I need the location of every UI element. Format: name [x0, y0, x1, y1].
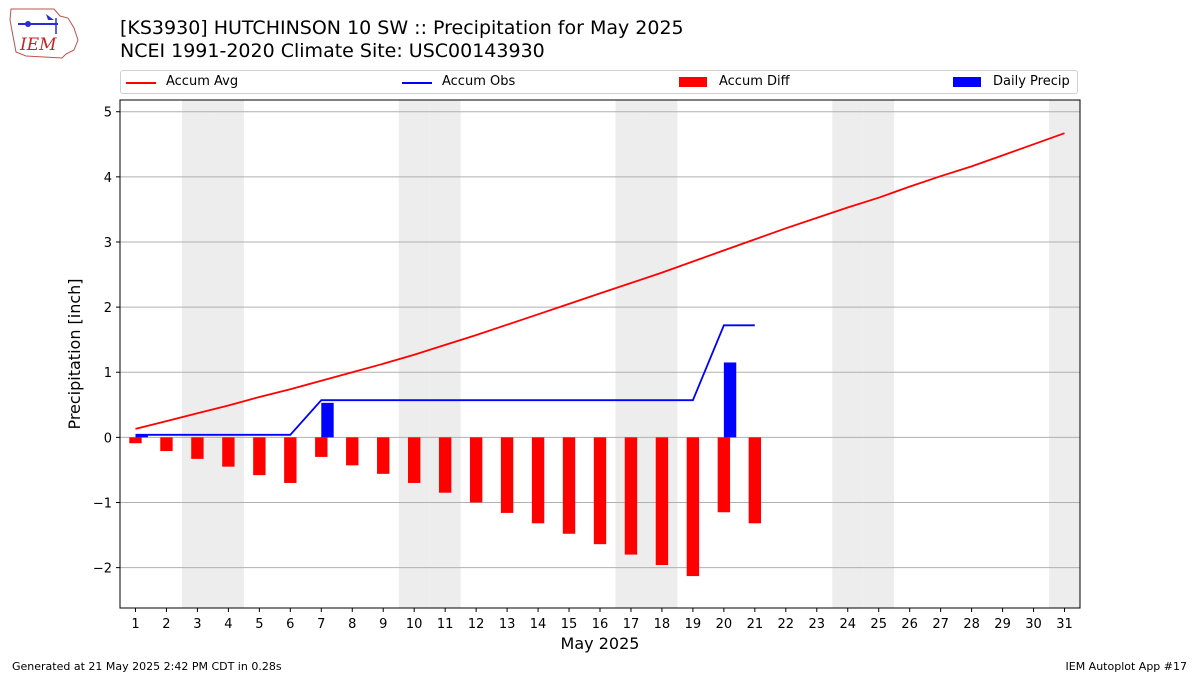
- accum-diff-bar: [593, 437, 607, 545]
- x-tick-label: 3: [193, 617, 201, 632]
- x-tick-label: 15: [561, 617, 578, 632]
- y-tick-label: 4: [104, 171, 112, 186]
- x-tick-label: 27: [932, 617, 949, 632]
- x-tick-label: 10: [406, 617, 423, 632]
- accum-diff-bar: [377, 437, 390, 474]
- x-tick-label: 30: [1025, 617, 1042, 632]
- accum-avg-line: [135, 132, 1065, 430]
- y-axis-label: Precipitation [inch]: [65, 278, 84, 429]
- legend-label-accum-avg: Accum Avg: [166, 74, 239, 89]
- legend-label-accum-obs: Accum Obs: [442, 74, 516, 89]
- x-tick-label: 25: [870, 617, 887, 632]
- app-credit: IEM Autoplot App #17: [1065, 660, 1188, 673]
- accum-diff-bar: [438, 437, 452, 493]
- weekend-shade: [863, 100, 895, 608]
- y-tick-label: 3: [104, 236, 112, 251]
- weekend-shade: [832, 100, 864, 608]
- accum-obs-line: [135, 324, 755, 436]
- accum-diff-bar: [253, 437, 266, 476]
- accum-diff-bar: [408, 437, 421, 483]
- accum-diff-bar: [284, 437, 297, 483]
- weekend-shade: [181, 100, 213, 608]
- x-tick-label: 6: [286, 617, 294, 632]
- accum-diff-bar: [469, 437, 483, 503]
- accum-diff-bar: [748, 437, 762, 524]
- daily-precip-bar: [723, 362, 737, 438]
- generated-timestamp: Generated at 21 May 2025 2:42 PM CDT in …: [12, 660, 282, 673]
- y-tick-label: 5: [104, 106, 112, 121]
- y-tick-label: −1: [93, 496, 112, 511]
- weekend-shade: [429, 100, 461, 608]
- x-tick-label: 18: [654, 617, 671, 632]
- x-tick-label: 24: [839, 617, 856, 632]
- x-tick-label: 31: [1056, 617, 1073, 632]
- x-tick-label: 22: [778, 617, 795, 632]
- chart-legend: Accum Avg Accum Obs Accum Diff Daily Pre…: [120, 70, 1078, 94]
- accum-diff-bar: [315, 437, 328, 457]
- accum-diff-bar: [222, 437, 235, 467]
- accum-diff-bar: [500, 437, 514, 513]
- x-tick-label: 16: [592, 617, 609, 632]
- iem-logo: IEM: [9, 8, 79, 59]
- x-tick-label: 4: [224, 617, 232, 632]
- daily-precip-bar: [135, 434, 148, 438]
- accum-diff-bar: [624, 437, 638, 555]
- legend-swatch-accum-diff: [679, 77, 707, 87]
- accum-diff-bar: [686, 437, 700, 577]
- x-tick-label: 12: [468, 617, 485, 632]
- x-tick-label: 7: [317, 617, 325, 632]
- weekend-shade: [212, 100, 244, 608]
- weekend-shade: [1049, 100, 1080, 608]
- accum-diff-bar: [346, 437, 359, 466]
- x-tick-label: 21: [747, 617, 764, 632]
- y-tick-label: 2: [104, 301, 112, 316]
- accum-diff-bar: [562, 437, 576, 534]
- accum-diff-bar: [531, 437, 545, 524]
- chart-title: [KS3930] HUTCHINSON 10 SW :: Precipitati…: [120, 17, 684, 39]
- chart-subtitle: NCEI 1991-2020 Climate Site: USC00143930: [120, 40, 545, 62]
- x-tick-label: 13: [499, 617, 516, 632]
- x-tick-label: 11: [437, 617, 454, 632]
- accum-diff-bar: [129, 437, 142, 444]
- x-tick-label: 9: [379, 617, 387, 632]
- x-tick-label: 14: [530, 617, 547, 632]
- x-tick-label: 17: [623, 617, 640, 632]
- legend-swatch-accum-obs: [402, 82, 432, 84]
- daily-precip-bar: [321, 402, 334, 438]
- y-tick-label: 0: [104, 431, 112, 446]
- accum-diff-bar: [655, 437, 669, 566]
- x-tick-label: 20: [716, 617, 733, 632]
- accum-diff-bar: [191, 437, 204, 459]
- x-tick-label: 28: [963, 617, 980, 632]
- plot-frame: [119, 99, 1081, 609]
- accum-diff-bar: [717, 437, 731, 513]
- x-tick-label: 19: [685, 617, 702, 632]
- y-tick-label: 1: [104, 366, 112, 381]
- y-tick-label: −2: [93, 562, 112, 577]
- x-axis-label: May 2025: [561, 634, 640, 653]
- x-tick-label: 8: [348, 617, 356, 632]
- legend-label-accum-diff: Accum Diff: [719, 74, 790, 89]
- x-tick-label: 23: [809, 617, 826, 632]
- legend-swatch-accum-avg: [126, 82, 156, 84]
- svg-text:IEM: IEM: [19, 35, 57, 55]
- accum-diff-bar: [160, 437, 173, 452]
- x-tick-label: 26: [901, 617, 918, 632]
- x-tick-label: 29: [994, 617, 1011, 632]
- x-tick-label: 2: [162, 617, 170, 632]
- x-tick-label: 5: [255, 617, 263, 632]
- legend-swatch-daily-precip: [953, 77, 981, 87]
- legend-label-daily-precip: Daily Precip: [993, 74, 1070, 89]
- x-tick-label: 1: [131, 617, 139, 632]
